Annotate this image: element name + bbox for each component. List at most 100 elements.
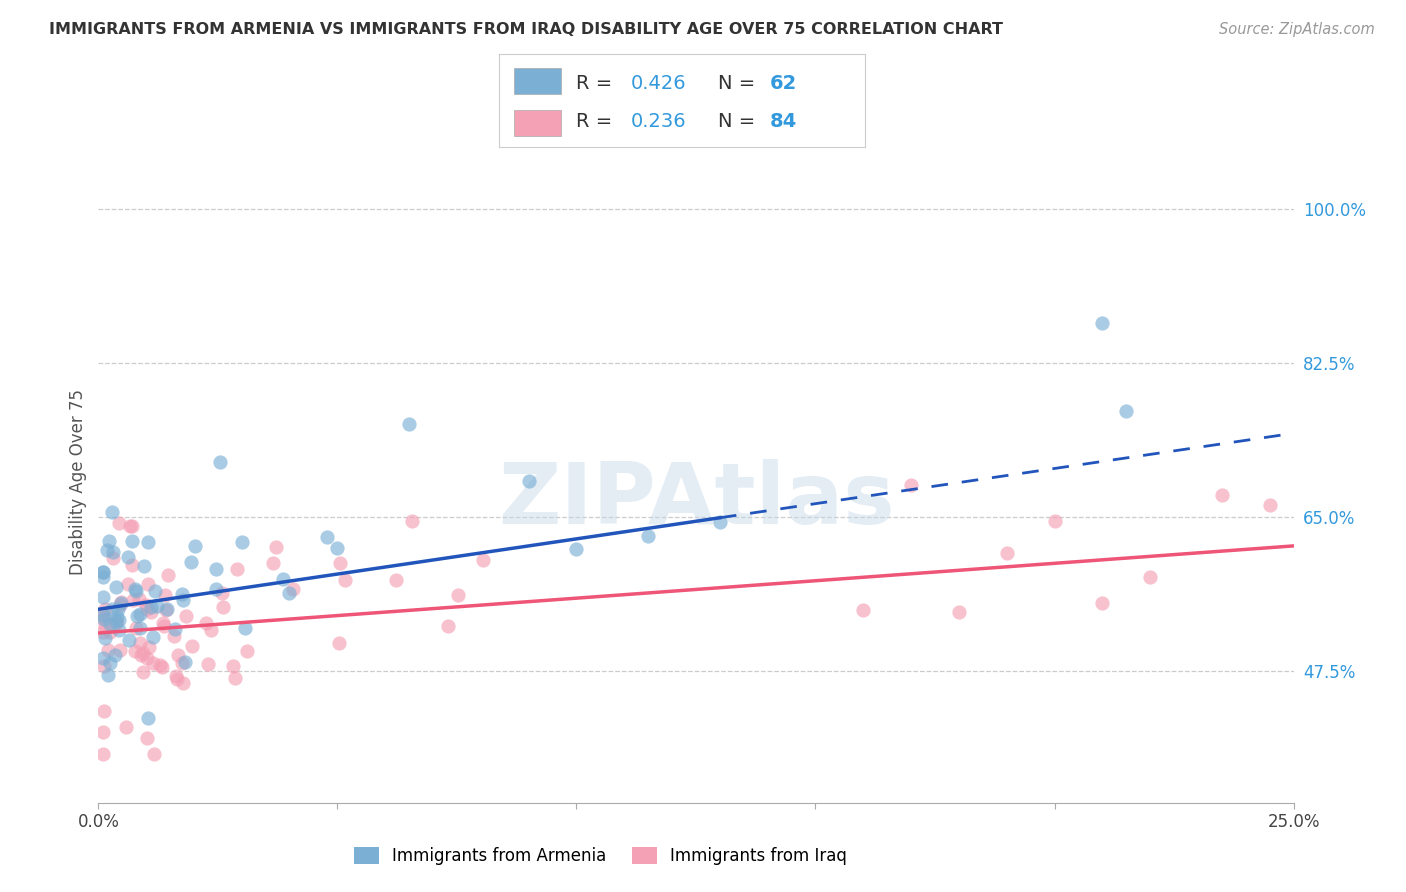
Point — [156, 602, 179, 616]
Point — [117, 577, 139, 591]
Point — [91, 747, 114, 762]
Point — [200, 623, 222, 637]
Point — [105, 615, 128, 630]
Point — [131, 648, 153, 663]
Point — [170, 656, 193, 670]
Point — [204, 582, 226, 597]
Point — [995, 545, 1018, 559]
Point — [91, 612, 114, 626]
Point — [100, 505, 122, 519]
Point — [224, 671, 246, 685]
Point — [91, 608, 114, 623]
Point — [180, 555, 202, 569]
Point — [1211, 487, 1233, 501]
Point — [180, 639, 202, 653]
Point — [948, 606, 970, 620]
Point — [97, 667, 120, 681]
Point — [96, 643, 118, 657]
Point — [170, 587, 193, 601]
Point — [104, 614, 127, 628]
Point — [139, 599, 162, 614]
Point — [100, 602, 122, 616]
Point — [167, 648, 190, 662]
Point — [316, 530, 339, 544]
Point — [222, 659, 245, 673]
Point — [110, 597, 132, 611]
Point — [94, 631, 117, 645]
Point — [437, 619, 460, 633]
Point — [101, 551, 124, 566]
Point — [122, 592, 145, 607]
Point — [174, 655, 197, 669]
Point — [108, 516, 131, 530]
Point — [121, 518, 143, 533]
Point — [91, 625, 114, 640]
Point — [91, 565, 114, 579]
Point — [165, 623, 187, 637]
Point — [208, 455, 231, 469]
Point — [194, 616, 217, 631]
Point — [401, 514, 423, 528]
Point — [128, 592, 150, 607]
Point — [165, 669, 187, 683]
Point — [121, 534, 143, 549]
Point — [132, 646, 155, 660]
Point — [124, 582, 146, 596]
Point — [155, 603, 177, 617]
Point — [1091, 316, 1114, 330]
Point — [114, 720, 136, 734]
Point — [1091, 596, 1114, 610]
Point — [273, 573, 295, 587]
Point — [150, 660, 173, 674]
Point — [852, 603, 875, 617]
Point — [398, 417, 420, 432]
Point — [105, 609, 128, 624]
Text: N =: N = — [718, 74, 762, 93]
Point — [93, 659, 115, 673]
Text: 62: 62 — [769, 74, 797, 93]
Point — [204, 562, 226, 576]
Point — [100, 617, 122, 632]
Point — [97, 533, 120, 548]
Point — [105, 615, 128, 629]
Legend:   R = 0.426   N = 62,   R = 0.236   N = 84: R = 0.426 N = 62, R = 0.236 N = 84 — [546, 59, 832, 146]
Point — [110, 594, 132, 608]
Point — [136, 602, 159, 616]
Point — [142, 630, 165, 644]
Point — [233, 622, 256, 636]
Point — [91, 591, 114, 605]
Point — [121, 558, 143, 573]
Point — [91, 570, 114, 584]
Point — [335, 573, 357, 587]
FancyBboxPatch shape — [513, 110, 561, 136]
Text: N =: N = — [718, 112, 762, 131]
Point — [91, 725, 114, 739]
Point — [132, 558, 155, 573]
Point — [93, 612, 115, 626]
Point — [124, 643, 146, 657]
Text: R =: R = — [576, 112, 619, 131]
Point — [91, 566, 114, 580]
Point — [143, 583, 166, 598]
Point — [142, 657, 165, 671]
Point — [96, 543, 118, 558]
Text: IMMIGRANTS FROM ARMENIA VS IMMIGRANTS FROM IRAQ DISABILITY AGE OVER 75 CORRELATI: IMMIGRANTS FROM ARMENIA VS IMMIGRANTS FR… — [49, 22, 1004, 37]
Y-axis label: Disability Age Over 75: Disability Age Over 75 — [69, 389, 87, 574]
Point — [136, 731, 159, 746]
Point — [136, 577, 159, 591]
Point — [283, 582, 305, 596]
Point — [110, 643, 132, 657]
Point — [184, 539, 207, 553]
Point — [1043, 514, 1066, 528]
Point — [166, 673, 188, 687]
Point — [146, 599, 169, 613]
Point — [98, 624, 121, 639]
Point — [326, 541, 349, 555]
Point — [385, 574, 408, 588]
Point — [637, 529, 659, 543]
Point — [139, 606, 162, 620]
Point — [108, 598, 131, 612]
Point — [118, 633, 141, 648]
Point — [197, 657, 219, 672]
Point — [132, 665, 155, 679]
